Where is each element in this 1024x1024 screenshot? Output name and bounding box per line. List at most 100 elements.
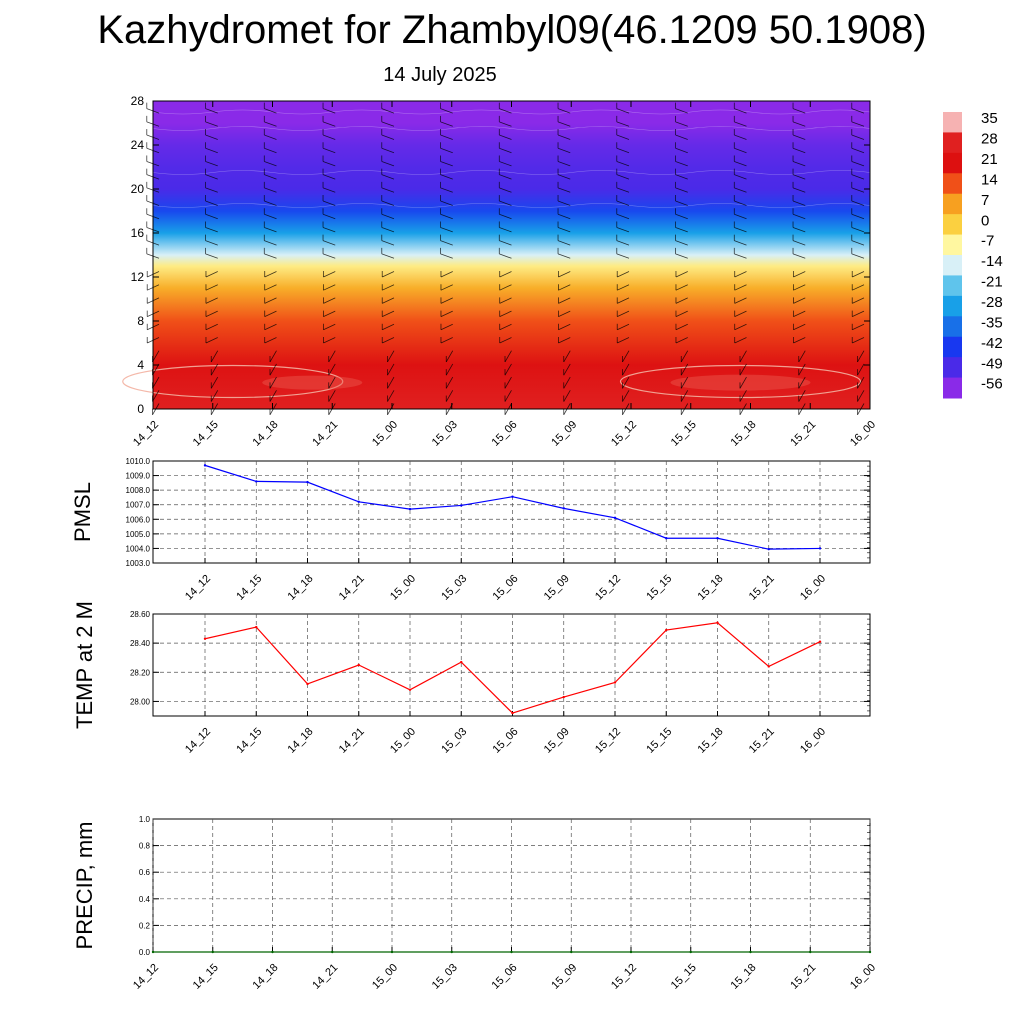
- wind-barb: [852, 271, 865, 278]
- wind-barb: [205, 253, 218, 259]
- wind-barb: [557, 121, 571, 127]
- x-tick-label: 14_12: [131, 419, 161, 449]
- wind-barb: [557, 227, 571, 233]
- x-tick-label: 15_18: [729, 962, 759, 992]
- y-axis-title: PMSL: [70, 482, 95, 542]
- wind-barb: [622, 390, 630, 402]
- data-point: [408, 688, 412, 691]
- wind-barb: [381, 240, 395, 246]
- pmsl-panel: 1010.0 1009.0 1008.0 1007.0 1006.0 1005.0 1004…: [70, 457, 871, 603]
- data-point: [306, 682, 309, 686]
- data-point: [510, 950, 513, 954]
- wind-barb: [264, 174, 277, 180]
- colorbar-band: [943, 193, 962, 215]
- wind-barb: [857, 350, 865, 363]
- wind-barb: [675, 174, 688, 180]
- colorbar-label: 14: [981, 171, 998, 188]
- x-tick-label: 14_12: [183, 573, 213, 603]
- x-tick-label: 15_00: [370, 962, 400, 992]
- wind-barb: [499, 227, 512, 233]
- wind-barb: [852, 297, 865, 304]
- wind-barb: [558, 310, 571, 317]
- wind-barb: [210, 390, 219, 402]
- wind-barb: [792, 147, 806, 154]
- wind-barb: [205, 310, 218, 317]
- wind-barb: [792, 253, 806, 259]
- data-point: [818, 640, 822, 643]
- wind-barb: [675, 134, 688, 140]
- wind-barb: [739, 350, 747, 363]
- wind-barb: [381, 174, 395, 180]
- x-tick-label: 14_15: [234, 573, 264, 603]
- wind-barb: [205, 240, 218, 246]
- contour-core: [262, 375, 363, 390]
- contour-line: [122, 364, 344, 399]
- colorbar-band: [943, 275, 962, 297]
- x-tick-label: 15_03: [439, 726, 469, 756]
- wind-barb: [499, 323, 512, 331]
- chart-subtitle: 14 July 2025: [383, 64, 497, 86]
- wind-barb: [793, 297, 806, 304]
- wind-barb: [792, 108, 806, 114]
- x-tick-label: 15_06: [491, 573, 521, 603]
- heatmap-field: [153, 101, 870, 409]
- wind-barb: [563, 390, 571, 402]
- contour-line: [152, 170, 871, 175]
- data-point: [665, 628, 668, 632]
- wind-barb: [445, 350, 454, 363]
- wind-barb: [734, 337, 747, 344]
- x-tick-label: 15_06: [490, 419, 520, 449]
- y-tick-label: 28.60: [130, 610, 151, 619]
- wind-barb: [440, 310, 453, 317]
- colorbar-band: [943, 295, 962, 317]
- wind-barb: [499, 174, 512, 180]
- colorbar-band: [943, 234, 962, 256]
- wind-barb: [328, 376, 336, 389]
- data-point: [809, 950, 812, 954]
- wind-barb: [440, 271, 453, 278]
- wind-barb: [440, 121, 453, 127]
- wind-barb: [616, 161, 630, 167]
- data-point: [460, 660, 463, 664]
- wind-barb: [734, 284, 747, 291]
- wind-barb: [440, 297, 453, 304]
- wind-barb: [381, 108, 395, 114]
- wind-barb: [734, 187, 747, 193]
- wind-barb: [440, 134, 453, 140]
- x-tick-label: 15_15: [644, 726, 674, 756]
- colorbar-label: -28: [981, 294, 1003, 311]
- wind-barb: [499, 161, 512, 167]
- wind-barb: [499, 310, 512, 317]
- wind-barb: [616, 227, 630, 233]
- wind-barb: [616, 200, 630, 206]
- x-tick-label: 15_18: [696, 726, 726, 756]
- wind-barb: [680, 390, 689, 402]
- y-tick-label: 12: [131, 270, 145, 284]
- colorbar-band: [943, 377, 962, 399]
- wind-barb: [793, 337, 806, 344]
- wind-barb: [793, 323, 806, 331]
- colorbar-label: -49: [981, 355, 1003, 372]
- wind-barb: [440, 323, 453, 331]
- wind-barb: [798, 390, 806, 402]
- wind-barb: [381, 121, 395, 127]
- wind-barb: [852, 323, 865, 331]
- x-tick-label: 15_18: [729, 419, 759, 449]
- wind-barb: [675, 227, 688, 233]
- wind-barb: [323, 310, 336, 317]
- wind-barb: [675, 108, 688, 114]
- x-tick-label: 15_03: [439, 573, 469, 603]
- data-point: [818, 547, 822, 550]
- wind-barb: [792, 227, 806, 233]
- wind-barb: [264, 297, 277, 304]
- cross-section-panel: 0 4 8 12 16 20 24 28 14_12 14_15 14_18 14_21 15_00 15…: [122, 94, 878, 449]
- x-tick-label: 15_21: [788, 419, 818, 449]
- y-tick-label: 0.0: [139, 948, 151, 957]
- wind-barb: [734, 253, 747, 259]
- wind-barb: [622, 376, 630, 389]
- wind-barb: [205, 121, 218, 127]
- colorbar-label: 28: [981, 131, 998, 148]
- wind-barb: [851, 213, 865, 220]
- colorbar: 35 28 21 14 7 0 -7 -14 -21 -28 -35 -42 -49 -56: [943, 110, 1003, 399]
- wind-barb: [616, 253, 630, 259]
